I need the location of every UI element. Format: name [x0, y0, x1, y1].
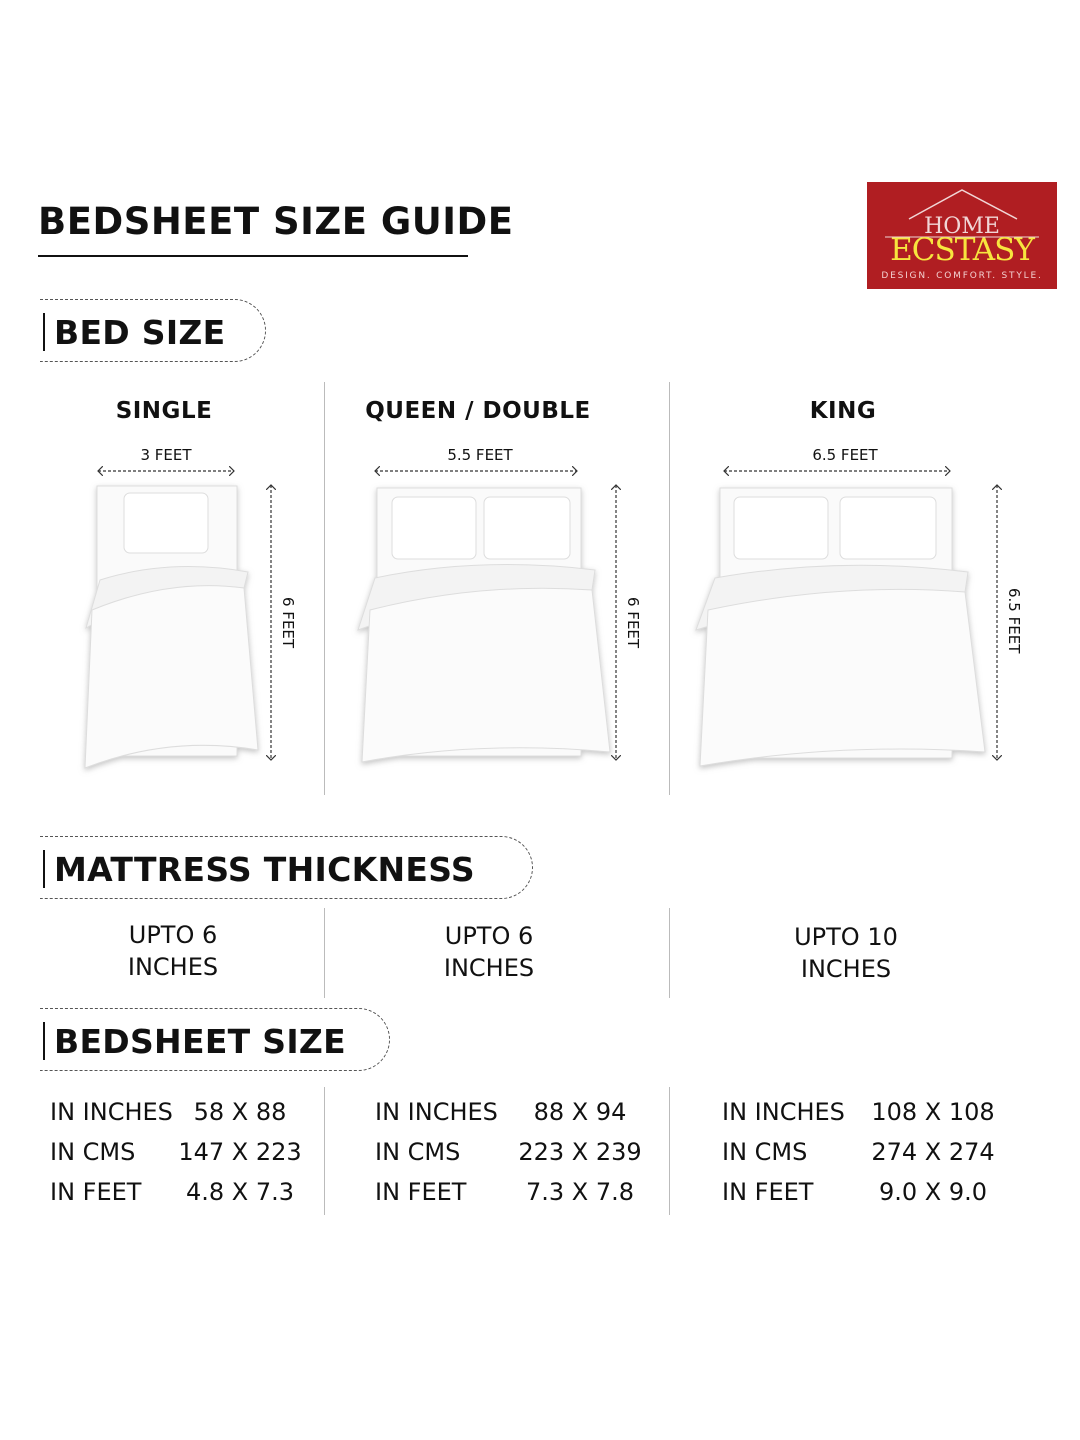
size-value: 147 X 223: [178, 1138, 302, 1166]
size-label: IN CMS: [50, 1138, 136, 1166]
size-label: IN FEET: [722, 1178, 814, 1206]
mattress-single: UPTO 6 INCHES: [33, 919, 313, 983]
mattress-value: UPTO 6: [128, 921, 218, 949]
bed-name-queen: QUEEN / DOUBLE: [365, 398, 591, 424]
width-label: 5.5 FEET: [447, 446, 513, 464]
size-label: IN CMS: [375, 1138, 461, 1166]
logo-tagline: DESIGN. COMFORT. STYLE.: [881, 271, 1043, 281]
mattress-queen: UPTO 6 INCHES: [349, 920, 629, 984]
section-bedsheet-size: BEDSHEET SIZE: [40, 1008, 390, 1071]
divider: [669, 1087, 670, 1215]
size-label: IN FEET: [375, 1178, 467, 1206]
brand-logo: HOME ECSTASY DESIGN. COMFORT. STYLE.: [867, 182, 1057, 289]
section-bar: [43, 850, 45, 888]
section-title: BEDSHEET SIZE: [54, 1022, 346, 1061]
size-value: 58 X 88: [193, 1098, 287, 1126]
mattress-unit: INCHES: [800, 955, 892, 983]
size-label: IN FEET: [50, 1178, 142, 1206]
section-bed-size: BED SIZE: [40, 299, 266, 362]
size-value: 274 X 274: [871, 1138, 995, 1166]
queen-bed-image: [357, 487, 611, 763]
title-underline: [38, 255, 468, 257]
size-value: 88 X 94: [533, 1098, 627, 1126]
dimension-arrows: [98, 471, 997, 760]
mattress-unit: INCHES: [443, 954, 535, 982]
logo-home: HOME: [924, 214, 1000, 239]
width-label: 6.5 FEET: [812, 446, 878, 464]
size-value: 4.8 X 7.3: [185, 1178, 295, 1206]
size-label: IN CMS: [722, 1138, 808, 1166]
width-label: 3 FEET: [140, 446, 192, 464]
section-title: MATTRESS THICKNESS: [54, 850, 475, 889]
logo-brand: ECSTASY: [890, 232, 1035, 268]
divider: [669, 382, 670, 795]
size-value: 9.0 X 9.0: [878, 1178, 988, 1206]
divider: [324, 908, 325, 998]
size-value: 223 X 239: [518, 1138, 642, 1166]
mattress-king: UPTO 10 INCHES: [706, 921, 986, 985]
size-value: 108 X 108: [871, 1098, 995, 1126]
section-bar: [43, 1022, 45, 1060]
size-label: IN INCHES: [722, 1098, 845, 1126]
divider: [324, 382, 325, 795]
roof-icon: [885, 189, 1039, 238]
mattress-value: UPTO 10: [794, 923, 898, 951]
divider: [324, 1087, 325, 1215]
divider: [669, 908, 670, 998]
section-bar: [43, 313, 45, 351]
mattress-value: UPTO 6: [444, 922, 534, 950]
bed-name-single: SINGLE: [115, 398, 213, 424]
single-bed-image: [84, 485, 259, 769]
mattress-unit: INCHES: [127, 953, 219, 981]
size-label: IN INCHES: [375, 1098, 498, 1126]
bed-name-king: KING: [809, 398, 877, 424]
king-bed-image: [695, 487, 986, 767]
page-title: BEDSHEET SIZE GUIDE: [38, 200, 514, 243]
size-label: IN INCHES: [50, 1098, 173, 1126]
size-value: 7.3 X 7.8: [525, 1178, 635, 1206]
section-mattress: MATTRESS THICKNESS: [40, 836, 533, 899]
bed-illustrations: [84, 460, 1080, 769]
section-title: BED SIZE: [54, 313, 226, 352]
